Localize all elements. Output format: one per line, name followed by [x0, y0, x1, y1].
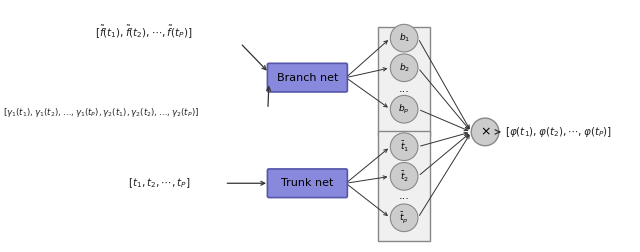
Circle shape	[390, 96, 418, 123]
Text: $\bar{t}_2$: $\bar{t}_2$	[399, 169, 409, 183]
Text: $b_p$: $b_p$	[399, 103, 410, 116]
Text: $b_2$: $b_2$	[399, 61, 410, 74]
Bar	[378, 131, 430, 241]
Circle shape	[390, 54, 418, 82]
Bar	[378, 27, 430, 136]
Text: ...: ...	[399, 84, 410, 94]
Text: $[\gamma_1(t_1), \gamma_1(t_2), \ldots, \gamma_1(t_P), \gamma_2(t_1), \gamma_2(t: $[\gamma_1(t_1), \gamma_1(t_2), \ldots, …	[3, 106, 200, 119]
Text: $\times$: $\times$	[480, 125, 490, 138]
Circle shape	[390, 24, 418, 52]
Text: $[\tilde{f}(t_1), \tilde{f}(t_2), \cdots, \tilde{f}(t_P)]$: $[\tilde{f}(t_1), \tilde{f}(t_2), \cdots…	[95, 23, 193, 40]
Circle shape	[390, 204, 418, 232]
Text: $[\varphi(t_1), \varphi(t_2), \cdots, \varphi(t_P)]$: $[\varphi(t_1), \varphi(t_2), \cdots, \v…	[505, 125, 612, 139]
Text: $\bar{t}_p$: $\bar{t}_p$	[399, 210, 409, 225]
Text: $[t_1, t_2, \cdots, t_P]$: $[t_1, t_2, \cdots, t_P]$	[128, 176, 190, 190]
Text: ...: ...	[399, 191, 410, 201]
Circle shape	[471, 118, 499, 146]
Circle shape	[390, 163, 418, 190]
Text: Trunk net: Trunk net	[281, 178, 333, 188]
Text: $\bar{t}_1$: $\bar{t}_1$	[399, 140, 409, 154]
FancyBboxPatch shape	[268, 63, 348, 92]
Text: $b_1$: $b_1$	[399, 32, 410, 44]
Text: Branch net: Branch net	[276, 73, 338, 83]
FancyBboxPatch shape	[268, 169, 348, 198]
Circle shape	[390, 133, 418, 161]
